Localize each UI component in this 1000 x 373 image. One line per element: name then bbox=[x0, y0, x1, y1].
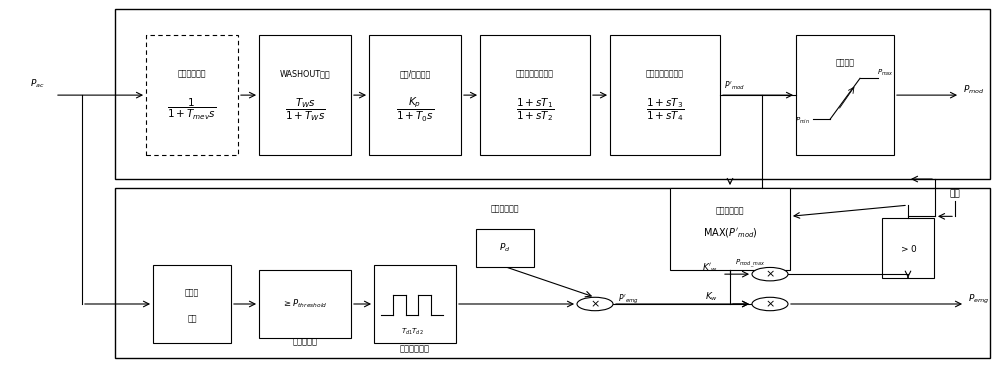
Text: $P_{emg}$: $P_{emg}$ bbox=[968, 293, 989, 306]
Text: $\dfrac{T_W s}{1+T_W s}$: $\dfrac{T_W s}{1+T_W s}$ bbox=[285, 96, 325, 123]
Text: $K_w$: $K_w$ bbox=[705, 290, 718, 303]
Bar bbox=[369, 35, 461, 155]
Bar bbox=[115, 188, 990, 358]
Text: 限幅环节: 限幅环节 bbox=[836, 59, 854, 68]
Bar bbox=[670, 188, 790, 270]
Text: $P_{max}$: $P_{max}$ bbox=[877, 68, 893, 78]
Text: $\dfrac{1+sT_1}{1+sT_2}$: $\dfrac{1+sT_1}{1+sT_2}$ bbox=[516, 96, 554, 123]
Bar bbox=[146, 35, 238, 155]
Circle shape bbox=[752, 297, 788, 311]
Text: $T_{d1}T_{d2}$: $T_{d1}T_{d2}$ bbox=[401, 327, 423, 337]
Text: $P_{mod\_max}$: $P_{mod\_max}$ bbox=[735, 258, 765, 270]
Bar bbox=[476, 229, 534, 267]
Text: 清零: 清零 bbox=[950, 189, 960, 198]
Text: 环节: 环节 bbox=[187, 314, 197, 323]
Text: $>0$: $>0$ bbox=[899, 242, 917, 254]
Text: $P_{min}$: $P_{min}$ bbox=[795, 116, 810, 126]
Bar bbox=[796, 35, 894, 155]
Text: 最大值存储器: 最大值存储器 bbox=[716, 207, 744, 216]
Text: ×: × bbox=[765, 299, 775, 309]
Text: $P_d$: $P_d$ bbox=[499, 242, 511, 254]
Text: $K'_w$: $K'_w$ bbox=[702, 261, 718, 274]
Text: $\mathrm{MAX}(P'_{mod})$: $\mathrm{MAX}(P'_{mod})$ bbox=[703, 227, 757, 240]
Text: ×: × bbox=[765, 269, 775, 279]
Text: 第一超前滞后环节: 第一超前滞后环节 bbox=[516, 69, 554, 78]
Bar bbox=[153, 265, 231, 343]
Bar bbox=[374, 265, 456, 343]
Circle shape bbox=[752, 267, 788, 281]
Text: $\dfrac{K_p}{1+T_0 s}$: $\dfrac{K_p}{1+T_0 s}$ bbox=[396, 95, 434, 123]
Bar bbox=[882, 218, 934, 278]
Text: $\dfrac{1+sT_3}{1+sT_4}$: $\dfrac{1+sT_3}{1+sT_4}$ bbox=[646, 96, 684, 123]
Text: $\geq P_{threshold}$: $\geq P_{threshold}$ bbox=[282, 298, 328, 310]
Circle shape bbox=[577, 297, 613, 311]
Text: ×: × bbox=[590, 299, 600, 309]
Text: $P_{ac}$: $P_{ac}$ bbox=[30, 78, 45, 90]
Text: 紧急控制定值: 紧急控制定值 bbox=[491, 204, 519, 213]
Text: $P'_{mod}$: $P'_{mod}$ bbox=[724, 79, 745, 92]
Text: 第二超前滞后环节: 第二超前滞后环节 bbox=[646, 69, 684, 78]
Text: 低通滤波环节: 低通滤波环节 bbox=[178, 69, 206, 78]
Bar bbox=[115, 9, 990, 179]
Text: $P_{mod}$: $P_{mod}$ bbox=[963, 83, 984, 96]
Bar bbox=[610, 35, 720, 155]
Text: $\dfrac{1}{1+T_{mev}s}$: $\dfrac{1}{1+T_{mev}s}$ bbox=[167, 97, 217, 122]
Text: $P'_{emg}$: $P'_{emg}$ bbox=[618, 293, 639, 306]
Text: 延时定值环节: 延时定值环节 bbox=[400, 344, 430, 353]
Text: WASHOUT环节: WASHOUT环节 bbox=[280, 69, 330, 78]
Text: 增益/滤波环节: 增益/滤波环节 bbox=[399, 69, 431, 78]
Bar bbox=[259, 35, 351, 155]
Bar bbox=[259, 270, 351, 338]
Text: 与定值比较: 与定值比较 bbox=[292, 338, 318, 347]
Text: 绝对值: 绝对值 bbox=[185, 288, 199, 297]
Bar bbox=[480, 35, 590, 155]
